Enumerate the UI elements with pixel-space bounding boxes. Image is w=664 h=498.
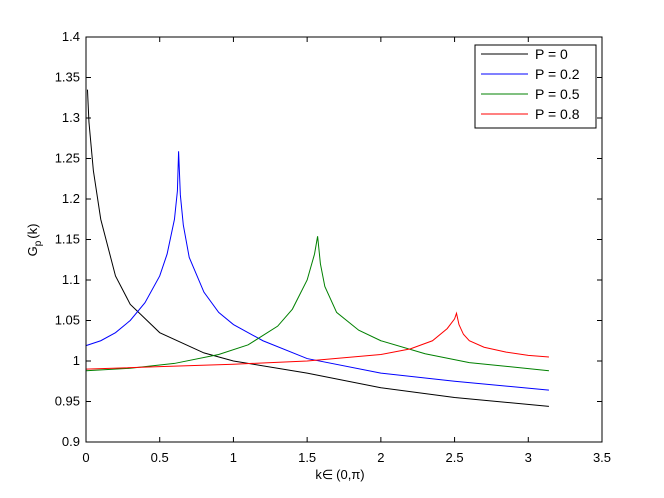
legend-label-0: P = 0 [535,46,568,62]
tick-layer: 0 0.5 1 1.5 2 2.5 3 3.5 0.9 0.95 1 1.05 1.1 1.15 1.2 1.… [55,29,611,465]
x-tick-label: 0 [82,450,89,465]
series-line-2 [85,236,549,372]
y-tick-label: 1.25 [55,151,80,166]
y-tick-label: 1.2 [62,191,80,206]
x-tick-label: 1.5 [298,450,316,465]
x-tick-label: 1 [230,450,237,465]
y-axis-label: Gp(k) [25,224,44,257]
y-tick-label: 1.35 [55,70,80,85]
legend-label-3: P = 0.8 [535,106,580,122]
y-tick-label: 1 [73,353,80,368]
series-line-3 [85,311,549,370]
series-layer [85,89,549,407]
series-line-0 [86,89,549,407]
y-tick-label: 1.4 [62,29,80,44]
y-tick-label: 0.9 [62,434,80,449]
y-tick-label: 0.95 [55,394,80,409]
x-tick-label: 2.5 [446,450,464,465]
x-tick-label: 3 [525,450,532,465]
x-axis-label: k∈ (0,π) [315,467,364,482]
x-tick-label: 3.5 [593,450,611,465]
legend: P = 0 P = 0.2 P = 0.5 P = 0.8 [474,44,597,129]
y-tick-label: 1.3 [62,110,80,125]
x-tick-label: 2 [377,450,384,465]
series-line-1 [85,151,549,391]
legend-label-1: P = 0.2 [535,66,580,82]
y-tick-label: 1.05 [55,313,80,328]
y-tick-label: 1.1 [62,272,80,287]
y-tick-label: 1.15 [55,232,80,247]
x-tick-label: 0.5 [151,450,169,465]
legend-label-2: P = 0.5 [535,86,580,102]
